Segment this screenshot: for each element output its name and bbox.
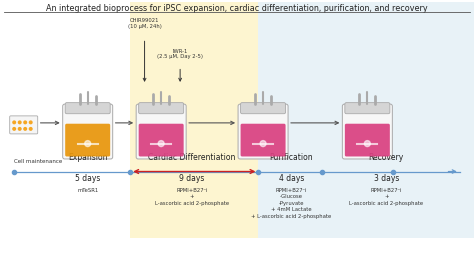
- Text: 9 days: 9 days: [179, 174, 205, 183]
- Text: Cardiac Differentiation: Cardiac Differentiation: [148, 153, 236, 162]
- FancyBboxPatch shape: [241, 103, 285, 114]
- FancyBboxPatch shape: [63, 104, 113, 159]
- Circle shape: [29, 127, 33, 131]
- Circle shape: [23, 127, 27, 131]
- FancyBboxPatch shape: [65, 103, 110, 114]
- Bar: [130, 2, 258, 238]
- FancyBboxPatch shape: [241, 124, 285, 156]
- Circle shape: [85, 141, 91, 147]
- Text: 5 days: 5 days: [75, 174, 100, 183]
- Text: RPMI+B27ⁿi
+
L-ascorbic acid 2-phosphate: RPMI+B27ⁿi + L-ascorbic acid 2-phosphate: [155, 187, 229, 206]
- FancyBboxPatch shape: [65, 124, 110, 156]
- FancyBboxPatch shape: [345, 124, 390, 156]
- Text: Expansion: Expansion: [68, 153, 108, 162]
- Circle shape: [12, 127, 16, 131]
- Text: mTeSR1: mTeSR1: [77, 187, 98, 193]
- Text: 4 days: 4 days: [279, 174, 304, 183]
- Bar: [258, 2, 474, 238]
- FancyBboxPatch shape: [139, 103, 183, 114]
- Circle shape: [29, 120, 33, 124]
- Circle shape: [18, 127, 22, 131]
- Text: Cell maintenance: Cell maintenance: [14, 158, 63, 164]
- Text: RPMI+B27ⁿi
-Glucose
-Pyruvate
+ 4mM Lactate
+ L-ascorbic acid 2-phosphate: RPMI+B27ⁿi -Glucose -Pyruvate + 4mM Lact…: [251, 187, 332, 219]
- Circle shape: [365, 141, 370, 147]
- FancyBboxPatch shape: [345, 103, 390, 114]
- Text: CHIR99021
(10 μM, 24h): CHIR99021 (10 μM, 24h): [128, 18, 162, 29]
- Text: 3 days: 3 days: [374, 174, 399, 183]
- FancyBboxPatch shape: [136, 104, 186, 159]
- Circle shape: [23, 120, 27, 124]
- Text: Recovery: Recovery: [369, 153, 404, 162]
- Circle shape: [158, 141, 164, 147]
- FancyBboxPatch shape: [238, 104, 288, 159]
- Text: An integrated bioprocess for iPSC expansion, cardiac differentiation, purificati: An integrated bioprocess for iPSC expans…: [46, 4, 428, 13]
- FancyBboxPatch shape: [342, 104, 392, 159]
- FancyBboxPatch shape: [9, 116, 38, 134]
- Text: RPMI+B27ⁿi
+
L-ascorbic acid 2-phosphate: RPMI+B27ⁿi + L-ascorbic acid 2-phosphate: [349, 187, 423, 206]
- Circle shape: [12, 120, 16, 124]
- Text: Purification: Purification: [270, 153, 313, 162]
- Circle shape: [18, 120, 22, 124]
- FancyBboxPatch shape: [139, 124, 183, 156]
- Circle shape: [260, 141, 266, 147]
- Text: IWR-1
(2.5 μM, Day 2-5): IWR-1 (2.5 μM, Day 2-5): [157, 49, 203, 59]
